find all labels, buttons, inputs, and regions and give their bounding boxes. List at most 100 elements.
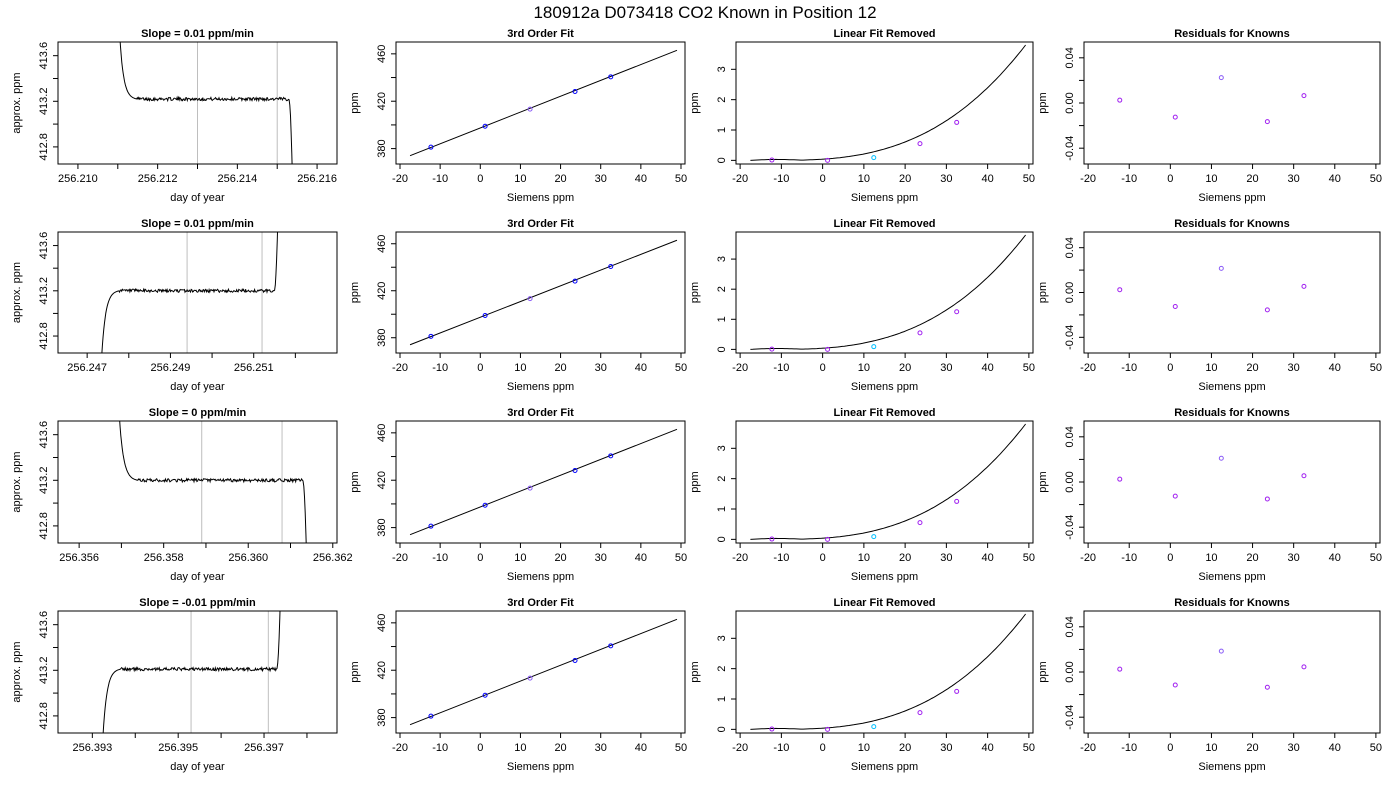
data-point: [769, 536, 775, 542]
plot-frame: [735, 610, 1034, 734]
plot-frame: [395, 610, 686, 734]
panel-title: Slope = -0.01 ppm/min: [139, 597, 256, 609]
y-tick-label: 2: [716, 286, 728, 292]
y-tick-label: 420: [376, 661, 388, 679]
plot-area: [750, 613, 1026, 732]
plot-frame: [395, 231, 686, 354]
y-tick-label: 413.2: [38, 467, 50, 495]
x-tick-label: 20: [899, 552, 911, 564]
y-tick-label: 413.6: [38, 421, 50, 449]
data-point: [769, 346, 775, 352]
x-tick-label: 50: [1370, 552, 1382, 564]
y-tick-label: 412.8: [38, 133, 50, 161]
plot-frame: [735, 41, 1034, 165]
x-tick-label: 20: [554, 173, 566, 185]
x-tick-label: 20: [1246, 173, 1258, 185]
y-tick-label: 0: [716, 726, 728, 732]
x-tick-label: 30: [595, 552, 607, 564]
x-axis-label: Siemens ppm: [1198, 571, 1265, 583]
x-tick-label: 50: [675, 742, 687, 754]
data-point: [482, 123, 488, 129]
y-axis-label: approx. ppm: [11, 72, 23, 133]
y-axis-label: ppm: [1037, 661, 1049, 682]
plot-area: [119, 42, 293, 164]
panel-title: Slope = 0 ppm/min: [149, 407, 247, 419]
plot-frame: [395, 41, 686, 165]
residual-point: [1218, 648, 1224, 654]
y-tick-label: 3: [716, 635, 728, 641]
data-point: [769, 726, 775, 732]
y-tick-label: 413.2: [38, 88, 50, 116]
x-axis-label: Siemens ppm: [507, 192, 574, 204]
x-tick-label: 20: [899, 742, 911, 754]
y-tick-label: 420: [376, 471, 388, 489]
plot-area: [1117, 648, 1307, 690]
x-tick-label: 40: [1329, 362, 1341, 374]
x-tick-label: 10: [1205, 742, 1217, 754]
y-tick-label: 413.6: [38, 232, 50, 260]
x-tick-label: 40: [982, 552, 994, 564]
x-tick-label: 256.214: [217, 173, 257, 185]
data-point: [954, 119, 960, 125]
residuals-panel: Residuals for Knowns -20 -10 0 10 20 30 40 50 Sie…: [1037, 28, 1382, 204]
plot-area: [750, 423, 1026, 542]
x-axis-label: Siemens ppm: [507, 761, 574, 773]
x-tick-label: 10: [514, 552, 526, 564]
y-tick-label: 0.00: [1064, 471, 1076, 492]
plot-area: [1117, 265, 1307, 313]
data-point: [825, 726, 831, 732]
residuals-panel: Residuals for Knowns -20 -10 0 10 20 30 40 50 Sie…: [1037, 407, 1382, 583]
y-tick-label: 0: [716, 346, 728, 352]
residual-point: [1117, 666, 1123, 672]
x-tick-label: -20: [392, 742, 408, 754]
x-tick-label: 40: [1329, 552, 1341, 564]
plot-frame: [1083, 41, 1381, 165]
x-tick-label: 0: [477, 552, 483, 564]
y-tick-label: 413.2: [38, 277, 50, 305]
x-tick-label: 40: [982, 742, 994, 754]
x-tick-label: 30: [595, 742, 607, 754]
x-tick-label: 10: [514, 742, 526, 754]
x-tick-label: 30: [1288, 552, 1300, 564]
cubic-curve: [750, 423, 1026, 540]
data-point: [572, 658, 578, 664]
x-tick-label: 0: [820, 552, 826, 564]
residuals-panel: Residuals for Knowns -20 -10 0 10 20 30 40 50 Sie…: [1037, 597, 1382, 773]
x-tick-label: 20: [899, 173, 911, 185]
plot-frame: [735, 420, 1034, 544]
x-tick-label: 256.251: [234, 362, 274, 374]
data-point: [825, 157, 831, 163]
x-tick-label: 256.210: [58, 173, 98, 185]
cubic-curve: [750, 234, 1026, 350]
x-tick-label: -10: [773, 173, 789, 185]
y-axis-label: ppm: [349, 282, 361, 303]
x-tick-label: 30: [1288, 173, 1300, 185]
x-tick-label: -20: [732, 552, 748, 564]
x-tick-label: 50: [675, 173, 687, 185]
y-tick-label: 380: [376, 329, 388, 347]
y-tick-label: 460: [376, 614, 388, 632]
y-tick-label: 0.04: [1064, 426, 1076, 447]
y-tick-label: -0.04: [1064, 136, 1076, 161]
data-point: [608, 264, 614, 270]
x-tick-label: 40: [982, 173, 994, 185]
cubic-curve: [750, 44, 1026, 161]
x-tick-label: 10: [1205, 552, 1217, 564]
y-axis-label: approx. ppm: [11, 262, 23, 323]
ppm-trace: [119, 42, 293, 164]
y-tick-label: 420: [376, 92, 388, 110]
x-tick-label: 256.212: [138, 173, 178, 185]
plot-area: [1117, 455, 1307, 502]
linear-removed-panel: Linear Fit Removed-20 -10 0 10 20 30 40 50Sieme…: [689, 407, 1035, 583]
ppm-trace: [119, 421, 307, 543]
plot-frame: [735, 231, 1034, 354]
residual-point: [1172, 304, 1178, 310]
fit-line: [409, 239, 678, 346]
x-tick-label: 256.397: [244, 742, 284, 754]
x-tick-label: -10: [773, 742, 789, 754]
y-axis-label: ppm: [349, 661, 361, 682]
data-point: [572, 278, 578, 284]
y-tick-label: 413.6: [38, 611, 50, 639]
x-tick-label: 40: [1329, 742, 1341, 754]
x-tick-label: 20: [554, 742, 566, 754]
